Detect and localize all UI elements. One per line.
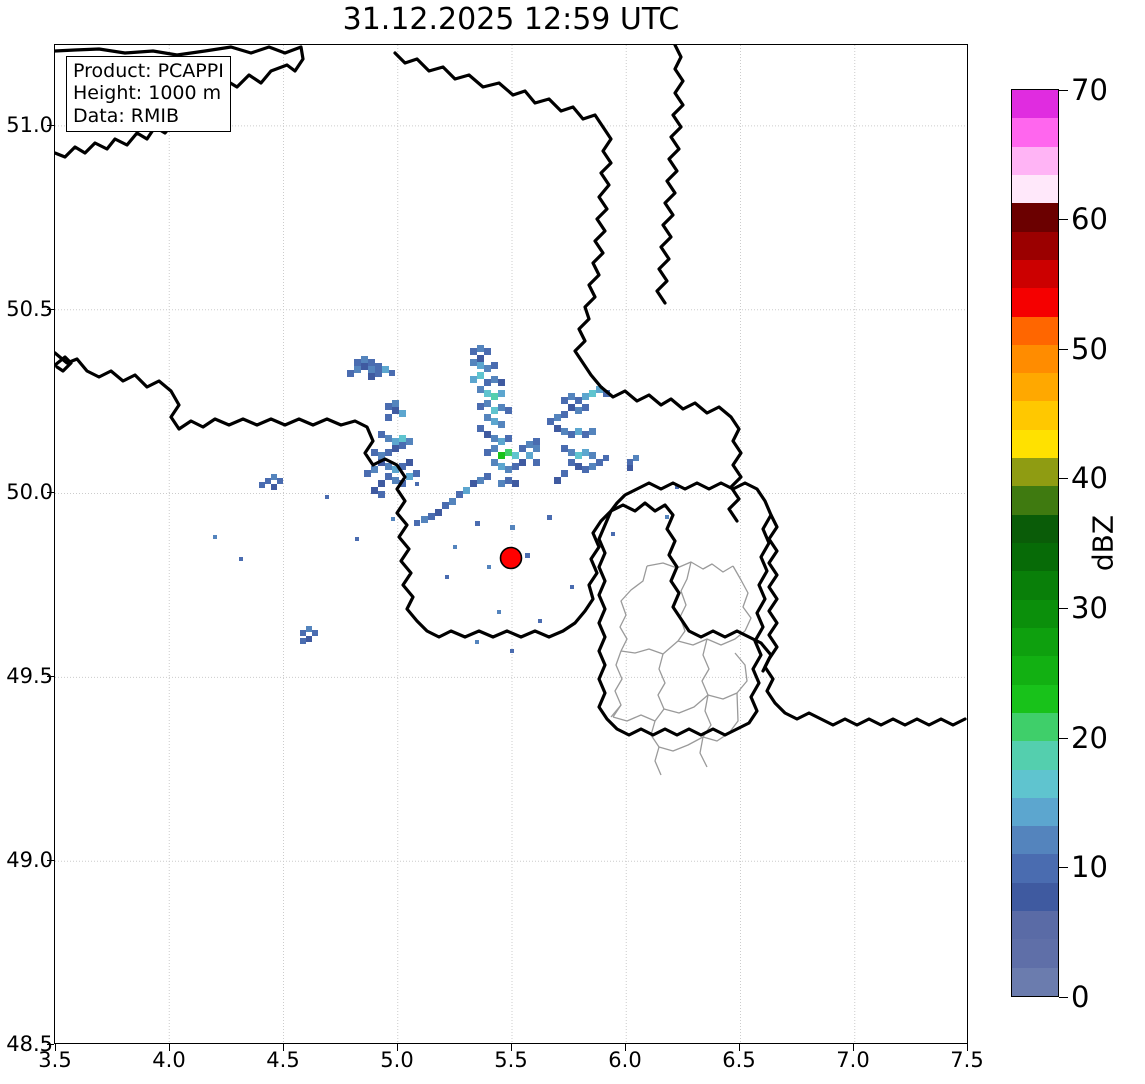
colorbar-tick-label-10: 10 [1071, 850, 1108, 884]
grid-lines [55, 45, 967, 1043]
xtick-mark-6-5 [739, 1044, 740, 1051]
xtick-label-6-0: 6.0 [608, 1048, 642, 1072]
info-data-line: Data: RMIB [73, 104, 180, 127]
colorbar-band-31 [1012, 90, 1058, 119]
colorbar-band-14 [1012, 571, 1058, 600]
colorbar-band-30 [1012, 118, 1058, 147]
ytick-label-50-0: 50.0 [6, 480, 53, 504]
colorbar-band-6 [1012, 797, 1058, 827]
colorbar-tick-label-50: 50 [1071, 332, 1108, 366]
colorbar-tick-mark-60 [1059, 219, 1068, 220]
colorbar-band-24 [1012, 288, 1058, 317]
colorbar-band-18 [1012, 458, 1058, 487]
national-borders [55, 45, 967, 737]
colorbar-tick-label-60: 60 [1071, 202, 1108, 236]
colorbar-band-11 [1012, 656, 1058, 685]
product-info-box: Product: PCAPPI Height: 1000 m Data: RMI… [66, 56, 231, 133]
colorbar-band-13 [1012, 599, 1058, 628]
colorbar-band-22 [1012, 344, 1058, 374]
xtick-label-4-0: 4.0 [152, 1048, 186, 1072]
colorbar-tick-label-40: 40 [1071, 461, 1108, 495]
colorbar-band-8 [1012, 741, 1058, 770]
xtick-label-3-5: 3.5 [38, 1048, 72, 1072]
colorbar-tick-mark-70 [1059, 90, 1068, 91]
xtick-mark-5-0 [397, 1044, 398, 1051]
colorbar[interactable] [1011, 89, 1059, 997]
colorbar-band-0 [1012, 967, 1058, 996]
ytick-mark-50-5 [47, 309, 54, 310]
ytick-mark-49-0 [47, 860, 54, 861]
xtick-mark-4-0 [169, 1044, 170, 1051]
colorbar-band-29 [1012, 146, 1058, 175]
ytick-mark-48-5 [47, 1044, 54, 1045]
colorbar-tick-mark-40 [1059, 478, 1068, 479]
colorbar-band-15 [1012, 543, 1058, 572]
ytick-label-51-0: 51.0 [6, 113, 53, 137]
colorbar-tick-mark-10 [1059, 867, 1068, 868]
ytick-label-49-5: 49.5 [6, 664, 53, 688]
colorbar-band-27 [1012, 203, 1058, 232]
radar-echo-layer [213, 345, 679, 653]
xtick-mark-7-5 [967, 1044, 968, 1051]
colorbar-band-19 [1012, 429, 1058, 459]
radar-map-svg [55, 45, 967, 1043]
ytick-label-50-5: 50.5 [6, 297, 53, 321]
colorbar-band-16 [1012, 514, 1058, 543]
colorbar-tick-mark-30 [1059, 608, 1068, 609]
xtick-mark-3-5 [55, 1044, 56, 1051]
internal-administrative-boundaries [610, 561, 752, 776]
colorbar-axis-label: dBZ [1086, 514, 1120, 572]
info-height-line: Height: 1000 m [73, 82, 222, 105]
colorbar-band-3 [1012, 882, 1058, 912]
xtick-label-7-0: 7.0 [836, 1048, 870, 1072]
colorbar-band-28 [1012, 174, 1058, 204]
colorbar-band-25 [1012, 259, 1058, 289]
xtick-mark-4-5 [283, 1044, 284, 1051]
colorbar-band-7 [1012, 769, 1058, 798]
colorbar-band-20 [1012, 401, 1058, 430]
xtick-label-7-5: 7.5 [950, 1048, 984, 1072]
page-title: 31.12.2025 12:59 UTC [342, 2, 680, 37]
ytick-mark-51-0 [47, 125, 54, 126]
ytick-mark-49-5 [47, 676, 54, 677]
xtick-mark-6-0 [625, 1044, 626, 1051]
colorbar-band-23 [1012, 316, 1058, 345]
colorbar-band-9 [1012, 712, 1058, 742]
colorbar-tick-label-0: 0 [1071, 980, 1090, 1014]
colorbar-band-26 [1012, 231, 1058, 260]
xtick-mark-5-5 [511, 1044, 512, 1051]
colorbar-band-5 [1012, 826, 1058, 855]
colorbar-band-21 [1012, 373, 1058, 402]
radar-map-panel[interactable] [54, 44, 968, 1044]
xtick-mark-7-0 [853, 1044, 854, 1051]
colorbar-tick-mark-50 [1059, 349, 1068, 350]
xtick-label-5-5: 5.5 [494, 1048, 528, 1072]
colorbar-tick-mark-20 [1059, 738, 1068, 739]
colorbar-band-4 [1012, 854, 1058, 883]
ytick-label-49-0: 49.0 [6, 848, 53, 872]
colorbar-tick-label-70: 70 [1071, 73, 1108, 107]
xtick-label-4-5: 4.5 [266, 1048, 300, 1072]
colorbar-tick-label-20: 20 [1071, 721, 1108, 755]
info-product-line: Product: PCAPPI [73, 60, 224, 82]
ytick-mark-50-0 [47, 492, 54, 493]
colorbar-band-1 [1012, 939, 1058, 968]
radar-site-marker[interactable] [499, 546, 523, 570]
colorbar-tick-mark-0 [1059, 997, 1068, 998]
colorbar-tick-label-30: 30 [1071, 591, 1108, 625]
colorbar-band-10 [1012, 684, 1058, 713]
ytick-label-48-5: 48.5 [6, 1032, 53, 1056]
xtick-label-6-5: 6.5 [722, 1048, 756, 1072]
xtick-label-5-0: 5.0 [380, 1048, 414, 1072]
colorbar-band-2 [1012, 911, 1058, 940]
colorbar-band-17 [1012, 486, 1058, 515]
colorbar-band-12 [1012, 627, 1058, 657]
